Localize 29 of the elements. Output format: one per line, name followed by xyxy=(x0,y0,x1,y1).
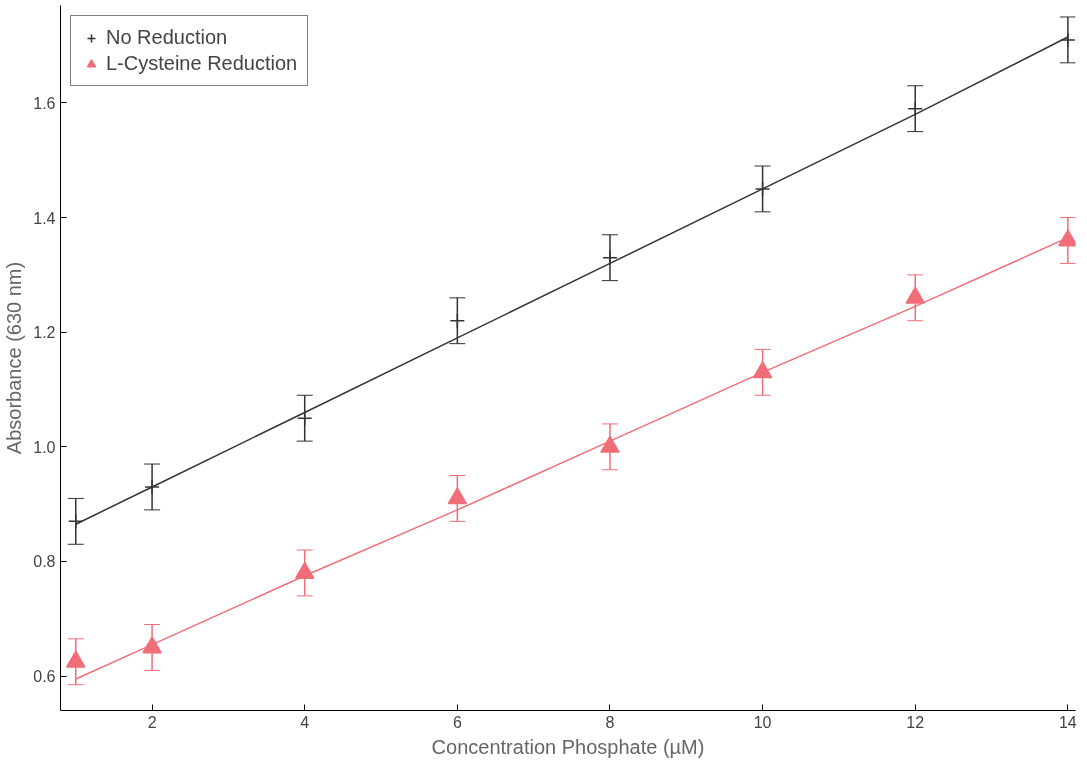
point xyxy=(296,410,313,426)
y-tick-label: 1.4 xyxy=(33,209,56,227)
x-tick-label: 6 xyxy=(452,713,462,731)
point xyxy=(1060,32,1076,48)
point xyxy=(905,286,925,304)
point xyxy=(1058,229,1076,247)
x-tick-label: 14 xyxy=(1058,713,1077,731)
x-tick-label: 2 xyxy=(147,713,157,731)
point xyxy=(602,249,618,266)
legend-label: L-Cysteine Reduction xyxy=(106,52,298,75)
point xyxy=(144,479,160,495)
x-tick-label: 12 xyxy=(906,713,925,731)
point xyxy=(449,312,466,329)
point xyxy=(447,487,468,505)
point xyxy=(907,100,923,117)
x-tick-label: 4 xyxy=(300,713,310,731)
x-axis-title: Concentration Phosphate (µM) xyxy=(431,735,705,758)
point xyxy=(754,181,771,197)
y-tick-label: 0.8 xyxy=(33,553,56,571)
point xyxy=(600,435,620,453)
y-axis-title: Absorbance (630 nm) xyxy=(3,261,26,455)
y-tick-label: 1.2 xyxy=(33,324,56,342)
y-tick-label: 1.0 xyxy=(33,438,56,456)
x-tick-label: 10 xyxy=(753,713,772,731)
y-tick-label: 1.6 xyxy=(33,94,56,112)
legend-label: No Reduction xyxy=(106,26,228,49)
y-tick-label: 0.6 xyxy=(33,668,56,686)
point xyxy=(66,650,86,668)
x-tick-label: 8 xyxy=(605,713,615,731)
